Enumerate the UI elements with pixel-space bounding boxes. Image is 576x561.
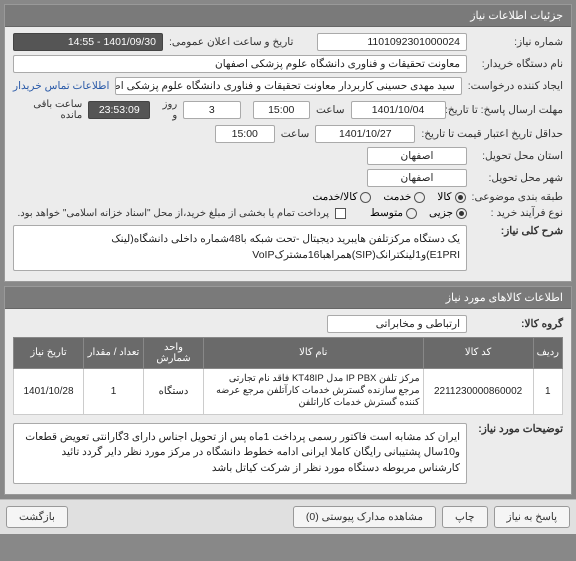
row-description: شرح کلی نیاز: یک دستگاه مرکزتلفن هایبرید… [13, 225, 563, 271]
row-deadline: مهلت ارسال پاسخ: تا تاریخ: 1401/10/04 سا… [13, 99, 563, 121]
days-label: روز و [156, 99, 177, 121]
main-panel: جزئیات اطلاعات نیاز شماره نیاز: 11010923… [4, 4, 572, 282]
goods-panel-title: اطلاعات کالاهای مورد نیاز [5, 287, 571, 309]
goods-panel-body: گروه کالا: ارتباطی و مخابراتی ردیف کد کا… [5, 309, 571, 494]
th-code: کد کالا [423, 337, 533, 368]
city-label: شهر محل تحویل: [473, 172, 563, 184]
th-index: ردیف [533, 337, 562, 368]
validity-label: حداقل تاریخ اعتبار قیمت تا تاریخ: [421, 128, 563, 140]
radio-icon [414, 192, 425, 203]
row-purchase-type: نوع فرآیند خرید : جزیی متوسط پرداخت تمام… [13, 207, 563, 219]
cat-service-label: خدمت [383, 191, 411, 203]
need-number-field: 1101092301000024 [317, 33, 467, 51]
province-field: اصفهان [367, 147, 467, 165]
category-radios: کالا خدمت کالا/خدمت [312, 191, 465, 203]
row-validity: حداقل تاریخ اعتبار قیمت تا تاریخ: 1401/1… [13, 125, 563, 143]
row-buyer: نام دستگاه خریدار: معاونت تحقیقات و فناو… [13, 55, 563, 73]
footer-buttons: پاسخ به نیاز چاپ مشاهده مدارک پیوستی (0)… [0, 499, 576, 534]
description-label: شرح کلی نیاز: [473, 225, 563, 237]
table-row[interactable]: 1 2211230000860002 مرکز تلفن IP PBX مدل … [14, 368, 563, 414]
radio-icon [360, 192, 371, 203]
th-qty: تعداد / مقدار [84, 337, 144, 368]
group-label: گروه کالا: [473, 318, 563, 330]
goods-panel: اطلاعات کالاهای مورد نیاز گروه کالا: ارت… [4, 286, 572, 495]
cell-date: 1401/10/28 [14, 368, 84, 414]
back-button[interactable]: بازگشت [6, 506, 68, 528]
th-unit: واحد شمارش [144, 337, 204, 368]
province-label: استان محل تحویل: [473, 150, 563, 162]
row-notes: توضیحات مورد نیاز: ایران کد مشابه است فا… [13, 423, 563, 484]
purchase-type-label: نوع فرآیند خرید : [473, 207, 563, 219]
category-label: طبقه بندی موضوعی: [472, 191, 563, 203]
radio-icon [456, 208, 467, 219]
deadline-hour-field: 15:00 [253, 101, 310, 119]
validity-hour-field: 15:00 [215, 125, 275, 143]
answer-button[interactable]: پاسخ به نیاز [494, 506, 570, 528]
deadline-label: مهلت ارسال پاسخ: تا تاریخ: [452, 104, 563, 116]
radio-icon [455, 192, 466, 203]
row-group: گروه کالا: ارتباطی و مخابراتی [13, 315, 563, 333]
cat-goods-option[interactable]: کالا [437, 191, 465, 203]
deadline-date-field: 1401/10/04 [351, 101, 446, 119]
announce-label: تاریخ و ساعت اعلان عمومی: [169, 36, 293, 48]
radio-icon [406, 208, 417, 219]
city-field: اصفهان [367, 169, 467, 187]
print-button[interactable]: چاپ [442, 506, 488, 528]
attachments-button[interactable]: مشاهده مدارک پیوستی (0) [293, 506, 436, 528]
validity-hour-label: ساعت [281, 128, 310, 140]
buyer-label: نام دستگاه خریدار: [473, 58, 563, 70]
cat-service-option[interactable]: خدمت [383, 191, 425, 203]
payment-checkbox[interactable] [335, 208, 346, 219]
countdown-field: 23:53:09 [88, 101, 150, 119]
panel-body: شماره نیاز: 1101092301000024 تاریخ و ساع… [5, 27, 571, 281]
description-box: یک دستگاه مرکزتلفن هایبرید دیجیتال -تحت … [13, 225, 467, 271]
cell-index: 1 [533, 368, 562, 414]
table-header-row: ردیف کد کالا نام کالا واحد شمارش تعداد /… [14, 337, 563, 368]
contact-link[interactable]: اطلاعات تماس خریدار [13, 80, 109, 92]
th-date: تاریخ نیاز [14, 337, 84, 368]
row-requester: ایجاد کننده درخواست: سید مهدی حسینی کارب… [13, 77, 563, 95]
cell-code: 2211230000860002 [423, 368, 533, 414]
payment-note: پرداخت تمام یا بخشی از مبلغ خرید،از محل … [17, 208, 329, 219]
announce-field: 1401/09/30 - 14:55 [13, 33, 163, 51]
cat-both-option[interactable]: کالا/خدمت [312, 191, 371, 203]
remaining-label: ساعت باقی مانده [13, 99, 82, 121]
days-count-field: 3 [183, 101, 240, 119]
goods-table: ردیف کد کالا نام کالا واحد شمارش تعداد /… [13, 337, 563, 415]
pt-low-label: جزیی [429, 207, 453, 219]
notes-label: توضیحات مورد نیاز: [473, 423, 563, 435]
pt-mid-label: متوسط [370, 207, 403, 219]
cell-qty: 1 [84, 368, 144, 414]
cat-both-label: کالا/خدمت [312, 191, 357, 203]
pt-low-option[interactable]: جزیی [429, 207, 467, 219]
requester-field: سید مهدی حسینی کاربردار معاونت تحقیقات و… [115, 77, 461, 95]
cell-name: مرکز تلفن IP PBX مدل KT48IP فاقد نام تجا… [204, 368, 424, 414]
deadline-hour-label: ساعت [316, 104, 345, 116]
group-field: ارتباطی و مخابراتی [327, 315, 467, 333]
purchase-type-radios: جزیی متوسط [370, 207, 467, 219]
cat-goods-label: کالا [437, 191, 451, 203]
pt-mid-option[interactable]: متوسط [370, 207, 417, 219]
cell-unit: دستگاه [144, 368, 204, 414]
row-province: استان محل تحویل: اصفهان [13, 147, 563, 165]
row-need-number: شماره نیاز: 1101092301000024 تاریخ و ساع… [13, 33, 563, 51]
row-category: طبقه بندی موضوعی: کالا خدمت کالا/خدمت [13, 191, 563, 203]
validity-date-field: 1401/10/27 [315, 125, 415, 143]
row-city: شهر محل تحویل: اصفهان [13, 169, 563, 187]
th-name: نام کالا [204, 337, 424, 368]
requester-label: ایجاد کننده درخواست: [468, 80, 563, 92]
notes-box: ایران کد مشابه است فاکتور رسمی پرداخت 1م… [13, 423, 467, 484]
panel-title: جزئیات اطلاعات نیاز [5, 5, 571, 27]
need-number-label: شماره نیاز: [473, 36, 563, 48]
buyer-field: معاونت تحقیقات و فناوری دانشگاه علوم پزش… [13, 55, 467, 73]
